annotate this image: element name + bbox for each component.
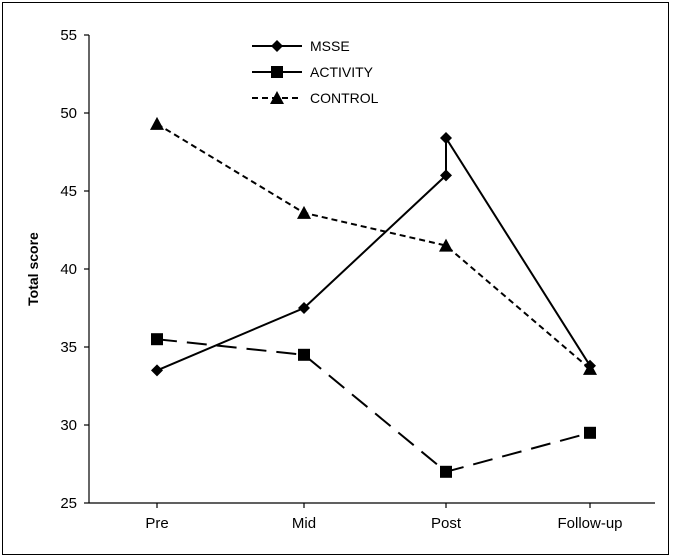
data-point-msse xyxy=(151,364,163,377)
data-point-activity xyxy=(584,426,596,439)
data-point-msse xyxy=(440,169,452,182)
legend-label: ACTIVITY xyxy=(310,64,374,80)
legend-item-control: CONTROL xyxy=(252,90,379,106)
legend-item-activity: ACTIVITY xyxy=(252,64,374,80)
x-ticks: Pre Mid Post Follow-up xyxy=(145,503,623,532)
legend-item-msse: MSSE xyxy=(252,38,350,54)
data-point-msse xyxy=(440,131,452,144)
y-axis-title: Total score xyxy=(25,232,41,306)
y-ticks: 25 30 35 40 45 50 55 xyxy=(60,27,89,512)
y-tick-label: 55 xyxy=(60,27,77,44)
legend: MSSE ACTIVITY CONTROL xyxy=(252,38,379,106)
y-tick-label: 25 xyxy=(60,495,77,512)
y-tick-label: 50 xyxy=(60,105,77,122)
data-point-control xyxy=(439,238,453,252)
data-point-activity xyxy=(151,333,163,346)
x-tick-label: Follow-up xyxy=(557,515,622,532)
legend-label: CONTROL xyxy=(310,90,379,106)
x-tick-label: Post xyxy=(431,515,462,532)
series-control xyxy=(150,116,597,375)
legend-marker-icon xyxy=(271,66,283,78)
series-layer xyxy=(150,116,597,478)
y-tick-label: 40 xyxy=(60,261,77,278)
legend-marker-icon xyxy=(270,91,284,104)
data-point-control xyxy=(297,205,311,219)
data-point-msse xyxy=(298,302,310,314)
data-point-activity xyxy=(440,465,452,478)
legend-label: MSSE xyxy=(310,38,350,54)
series-line-activity xyxy=(156,338,591,473)
data-point-control xyxy=(583,361,597,375)
y-tick-label: 45 xyxy=(60,183,77,200)
legend-marker-icon xyxy=(271,40,283,52)
series-msse xyxy=(151,131,596,377)
series-line-msse xyxy=(156,134,591,372)
series-line-control xyxy=(156,123,591,370)
data-point-activity xyxy=(298,348,310,361)
y-tick-label: 35 xyxy=(60,339,77,356)
x-tick-label: Pre xyxy=(145,515,168,532)
x-tick-label: Mid xyxy=(292,515,316,532)
y-tick-label: 30 xyxy=(60,417,77,434)
data-point-control xyxy=(150,116,164,130)
series-activity xyxy=(151,333,596,478)
